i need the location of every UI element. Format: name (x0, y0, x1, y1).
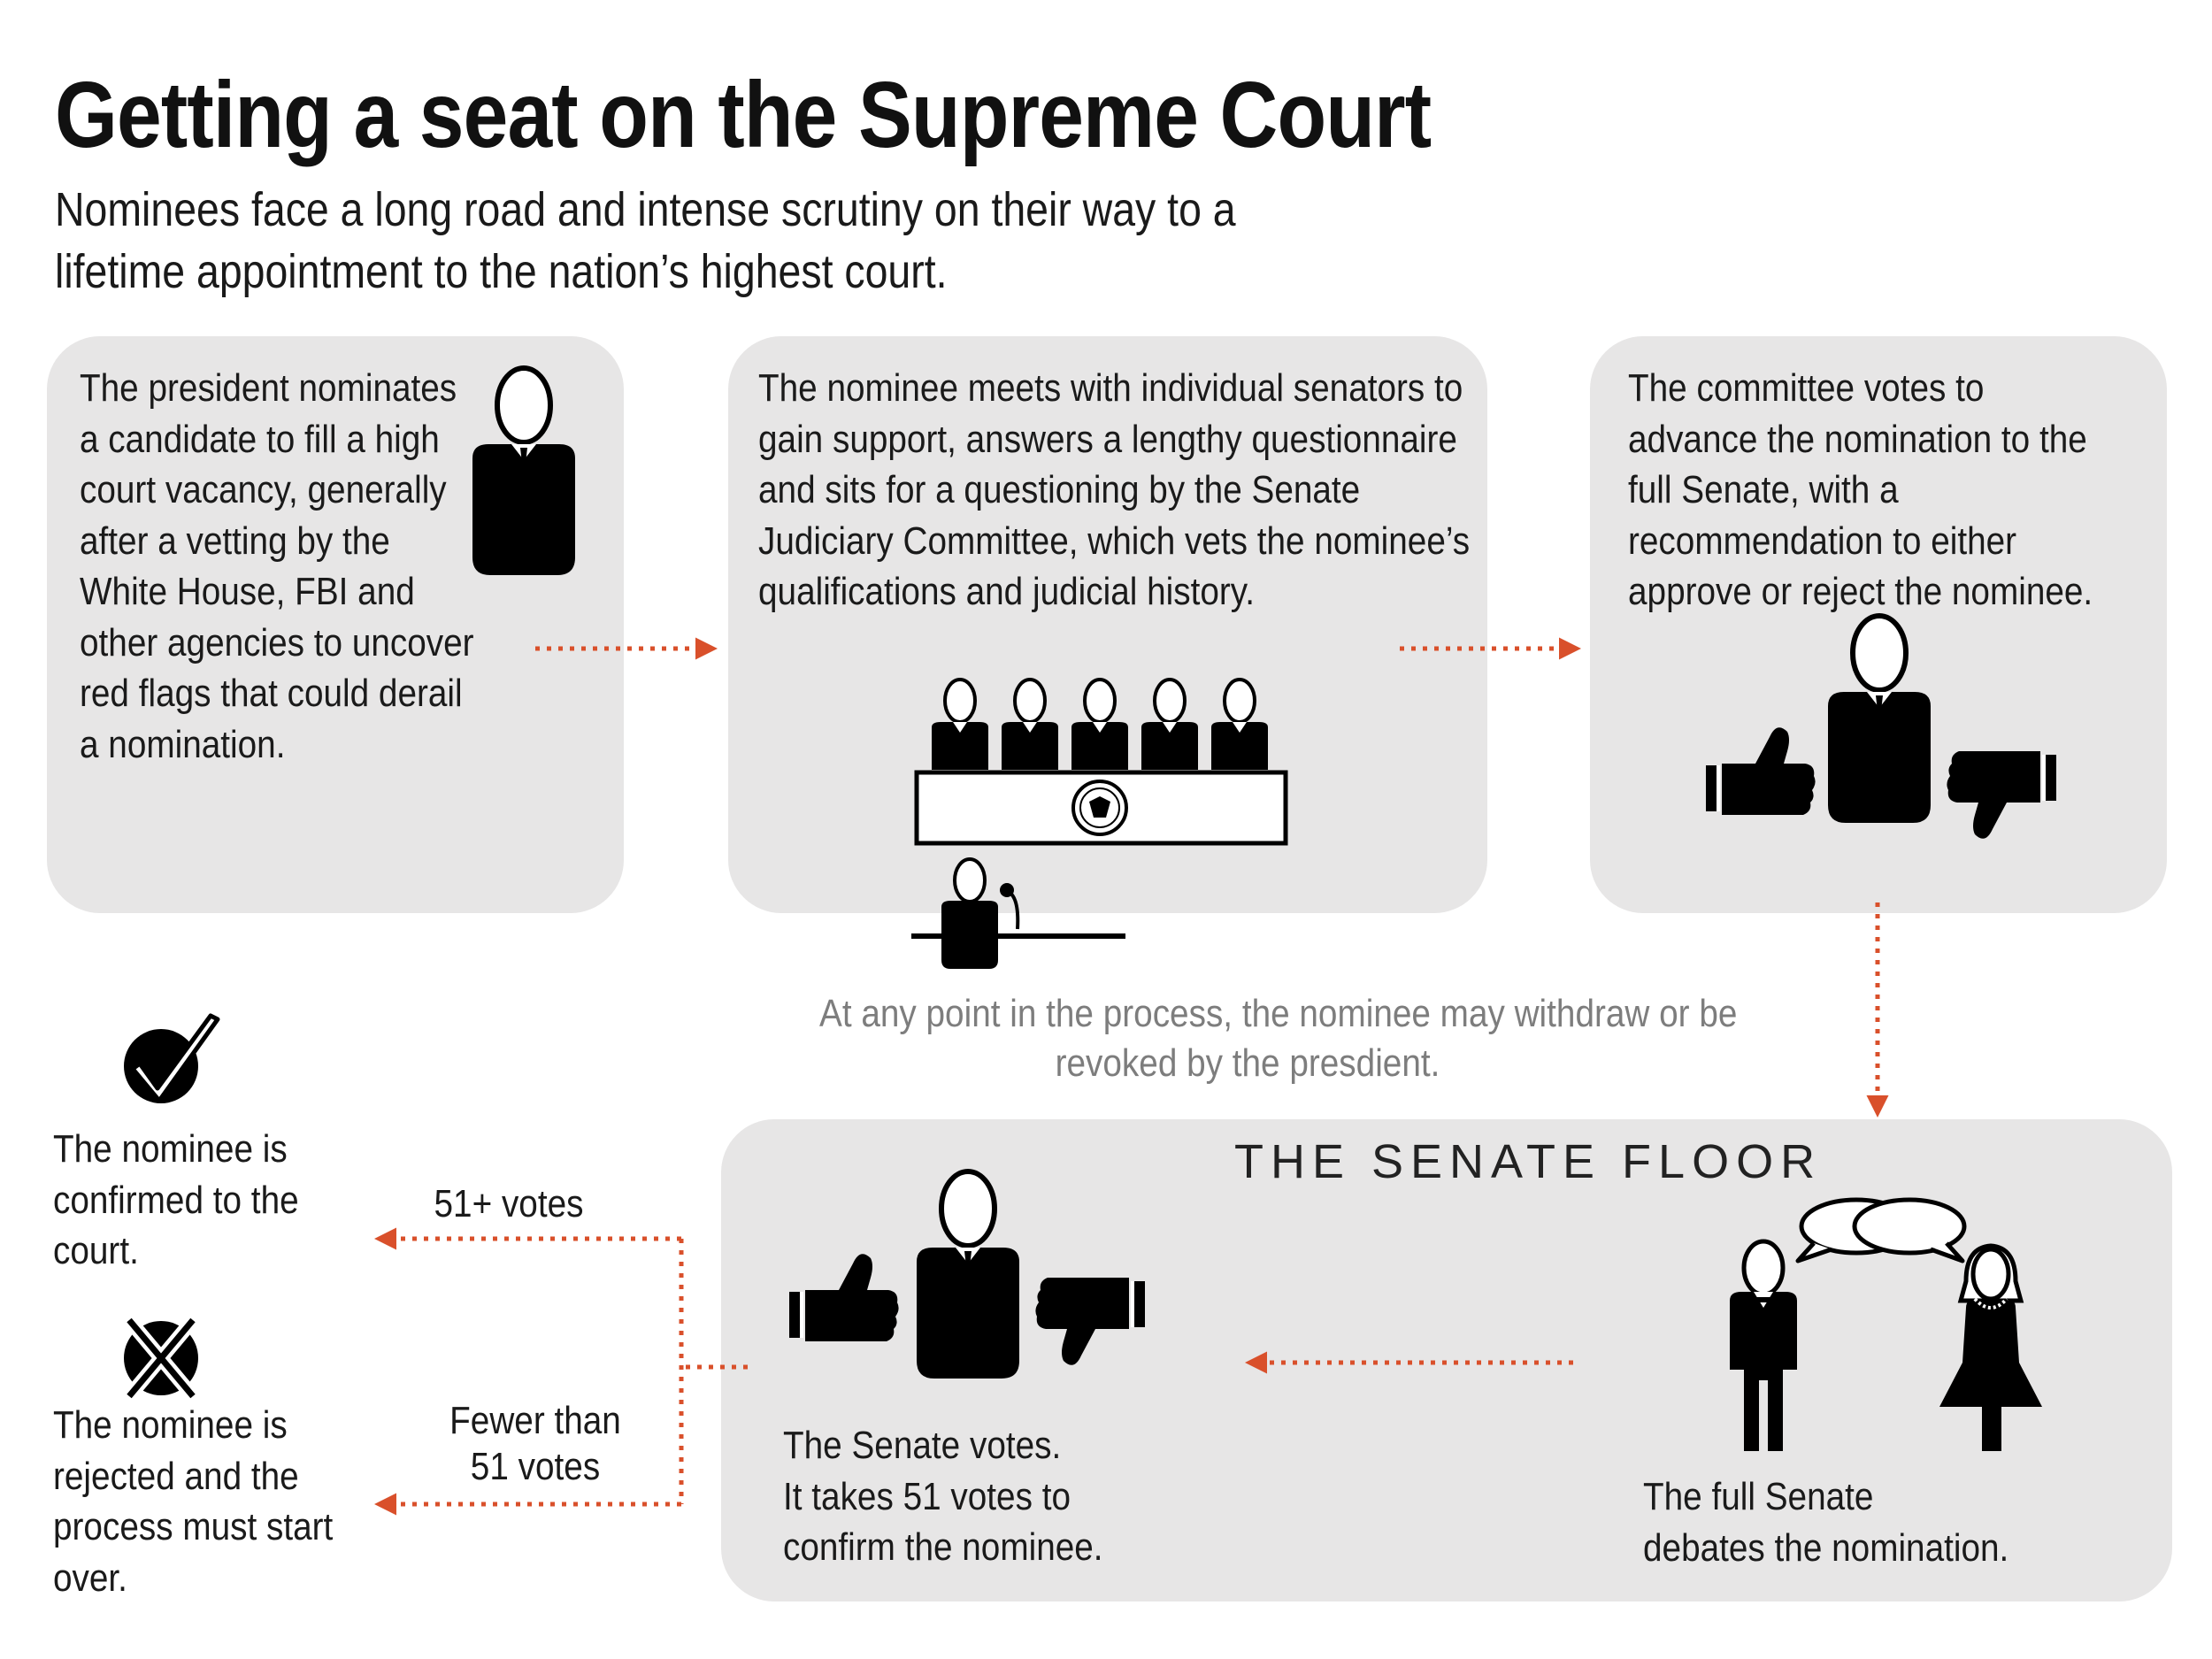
step-hearings-text: The nominee meets with individual senato… (758, 366, 1471, 613)
nominee-icon (1828, 616, 1931, 823)
senate-nominee-icon (917, 1171, 1019, 1379)
fail-votes-label: Fewer than 51 votes (449, 1399, 621, 1488)
thumbs-down-icon (1947, 751, 2056, 839)
step-committee-text: The committee votes to advance the nomin… (1628, 366, 2093, 613)
page-subtitle: Nominees face a long road and intense sc… (55, 183, 1236, 298)
withdrawal-note: At any point in the process, the nominee… (819, 992, 1738, 1085)
checkmark-icon (124, 1013, 220, 1103)
senate-floor-title: THE SENATE FLOOR (1234, 1135, 1823, 1188)
pass-votes-label: 51+ votes (434, 1182, 584, 1225)
seal-icon (1071, 780, 1128, 836)
speech-bubbles-icon (1795, 1197, 1967, 1263)
x-mark-icon (123, 1315, 199, 1402)
senator-man-icon (1730, 1239, 1797, 1451)
senate-thumbs-down-icon (1035, 1278, 1145, 1365)
page-title: Getting a seat on the Supreme Court (55, 63, 1432, 167)
step-nominate-text: The president nominates a candidate to f… (80, 366, 474, 766)
senate-thumbs-up-icon (789, 1254, 899, 1341)
outcome-confirmed-text: The nominee is confirmed to the court. (53, 1127, 299, 1272)
senator-woman-icon (1939, 1243, 2042, 1451)
thumbs-up-icon (1706, 727, 1816, 815)
senate-debate-text: The full Senate debates the nomination. (1643, 1475, 2009, 1570)
president-icon (472, 368, 575, 575)
outcome-branch-lines (679, 1239, 748, 1504)
senate-vote-text: The Senate votes. It takes 51 votes to c… (783, 1424, 1103, 1569)
outcome-rejected-text: The nominee is rejected and the process … (53, 1403, 334, 1600)
nominee-at-desk-icon (911, 857, 1125, 969)
